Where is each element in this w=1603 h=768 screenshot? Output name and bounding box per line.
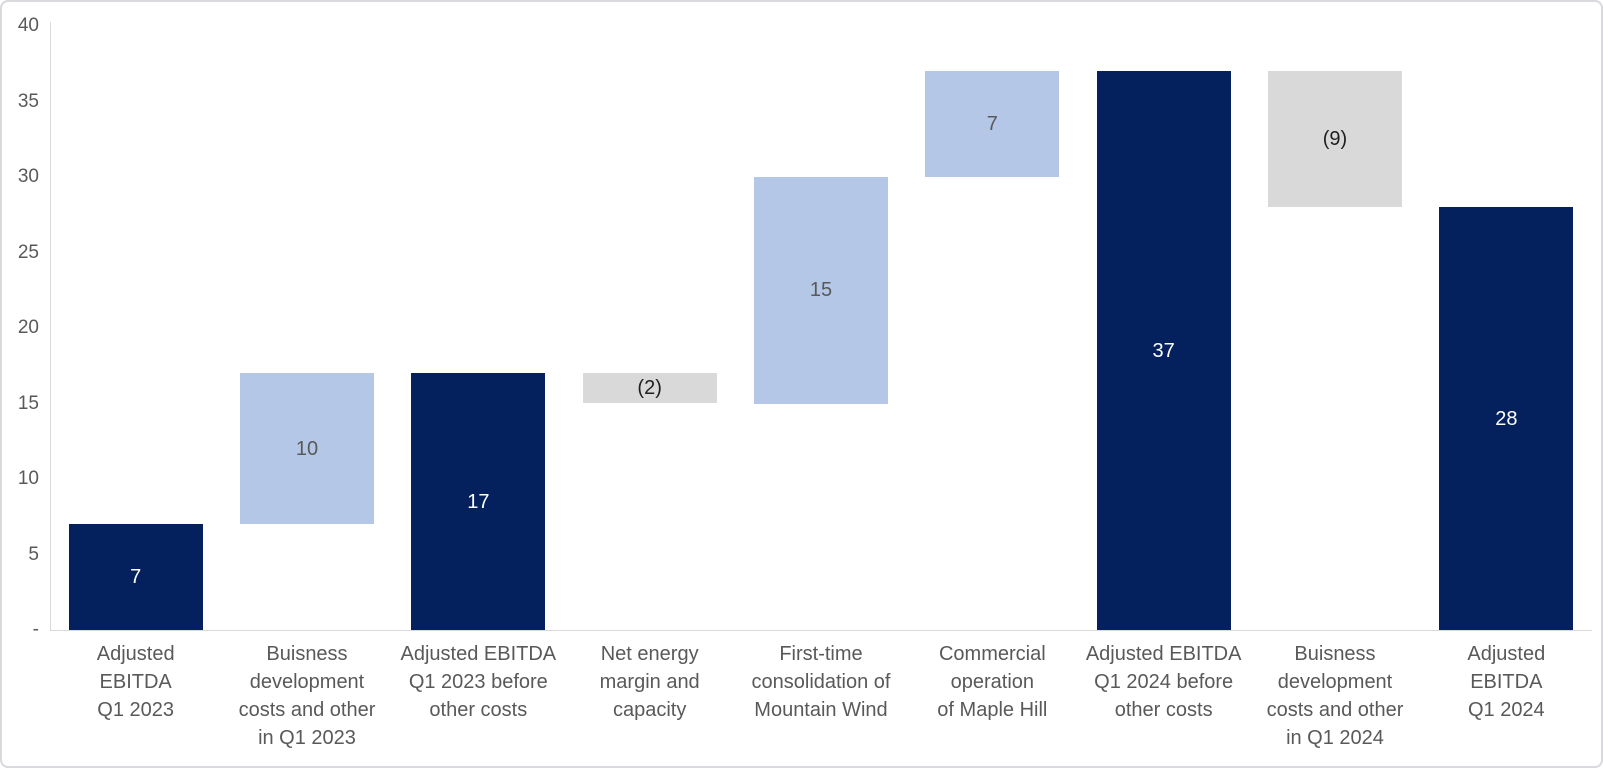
y-axis-tick-label: 40 xyxy=(17,15,39,36)
bar-segment-total: 17 xyxy=(411,373,546,630)
bar-segment-total: 28 xyxy=(1439,207,1574,630)
category-label-line: EBITDA xyxy=(1470,671,1543,693)
category-label-line: Buisness xyxy=(1294,643,1376,665)
category-label-line: margin and xyxy=(599,671,700,693)
bar-segment-decrease: (2) xyxy=(582,373,717,404)
y-axis-line xyxy=(50,22,51,630)
category-label-line: in Q1 2024 xyxy=(1286,727,1384,749)
bar-segment-total: 7 xyxy=(68,524,203,630)
category-label-line: EBITDA xyxy=(99,671,172,693)
category-label-line: capacity xyxy=(612,699,687,721)
category-label-line: Q1 2023 before xyxy=(408,671,548,693)
category-label-line: Adjusted xyxy=(1467,643,1546,665)
category-label-line: costs and other xyxy=(238,699,376,721)
category-label-line: Adjusted EBITDA xyxy=(1085,643,1242,665)
category-label: Commercial operation of Maple Hill xyxy=(907,640,1078,724)
category-label: Net energy margin and capacity xyxy=(564,640,735,724)
category-label-line: development xyxy=(249,671,365,693)
category-label-line: Commercial xyxy=(938,643,1046,665)
category-label: Adjusted EBITDA Q1 2023 before other costs xyxy=(393,640,564,724)
category-label-line: First-time xyxy=(779,643,863,665)
category-label-line: Q1 2024 before xyxy=(1094,671,1234,693)
category-label-line: consolidation of xyxy=(751,671,891,693)
bar-segment-increase: 10 xyxy=(240,373,374,525)
category-label-line: of Maple Hill xyxy=(937,699,1048,721)
category-label-line: costs and other xyxy=(1266,699,1404,721)
bar-value-label: 7 xyxy=(130,566,142,589)
bar-value-label: 17 xyxy=(467,490,490,513)
category-label-line: Net energy xyxy=(600,643,699,665)
bar-value-label: 7 xyxy=(986,113,998,136)
y-axis-tick-label: - xyxy=(32,619,39,640)
y-axis-tick-label: 30 xyxy=(17,166,39,187)
category-label-line: Mountain Wind xyxy=(754,699,888,721)
bar-value-label: (9) xyxy=(1322,128,1348,151)
bar-value-label: 37 xyxy=(1152,339,1175,362)
category-label-line: Adjusted EBITDA xyxy=(400,643,557,665)
y-axis-tick-label: 35 xyxy=(17,90,39,112)
x-axis-line xyxy=(50,630,1592,631)
bar-value-label: 10 xyxy=(295,437,319,460)
bar-segment-total: 37 xyxy=(1096,71,1231,630)
category-label: Buisness development costs and other in Q1 … xyxy=(1249,640,1420,752)
category-label-line: other costs xyxy=(429,699,528,721)
bar-value-label: (2) xyxy=(637,377,662,400)
y-axis-tick-label: 10 xyxy=(17,468,39,489)
category-label: Adjusted EBITDA Q1 2024 xyxy=(1421,640,1592,724)
category-label-line: operation xyxy=(950,671,1035,693)
bar-segment-increase: 15 xyxy=(754,177,888,404)
bar-segment-decrease: (9) xyxy=(1268,71,1402,208)
category-label: First-time consolidation of Mountain Wind xyxy=(735,640,906,724)
category-label-line: Adjusted xyxy=(96,643,175,665)
bar-value-label: 15 xyxy=(809,279,833,302)
bar-value-label: 28 xyxy=(1495,407,1518,430)
category-label: Adjusted EBITDA Q1 2023 xyxy=(50,640,221,724)
y-axis-tick-label: 25 xyxy=(17,241,39,263)
category-label: Adjusted EBITDA Q1 2024 before other costs xyxy=(1078,640,1249,724)
category-label-line: development xyxy=(1277,671,1393,693)
category-label-line: Q1 2024 xyxy=(1467,699,1545,721)
category-label: Buisness development costs and other in Q1 … xyxy=(221,640,392,752)
category-label-line: Q1 2023 xyxy=(97,699,175,721)
y-axis-tick-label: 20 xyxy=(17,317,39,338)
category-label-line: other costs xyxy=(1114,699,1213,721)
bar-segment-increase: 7 xyxy=(925,71,1060,177)
category-label-line: in Q1 2023 xyxy=(258,727,356,749)
category-label-line: Buisness xyxy=(266,643,348,665)
y-axis-tick-label: 5 xyxy=(28,543,39,565)
y-axis-tick-label: 15 xyxy=(17,392,39,414)
